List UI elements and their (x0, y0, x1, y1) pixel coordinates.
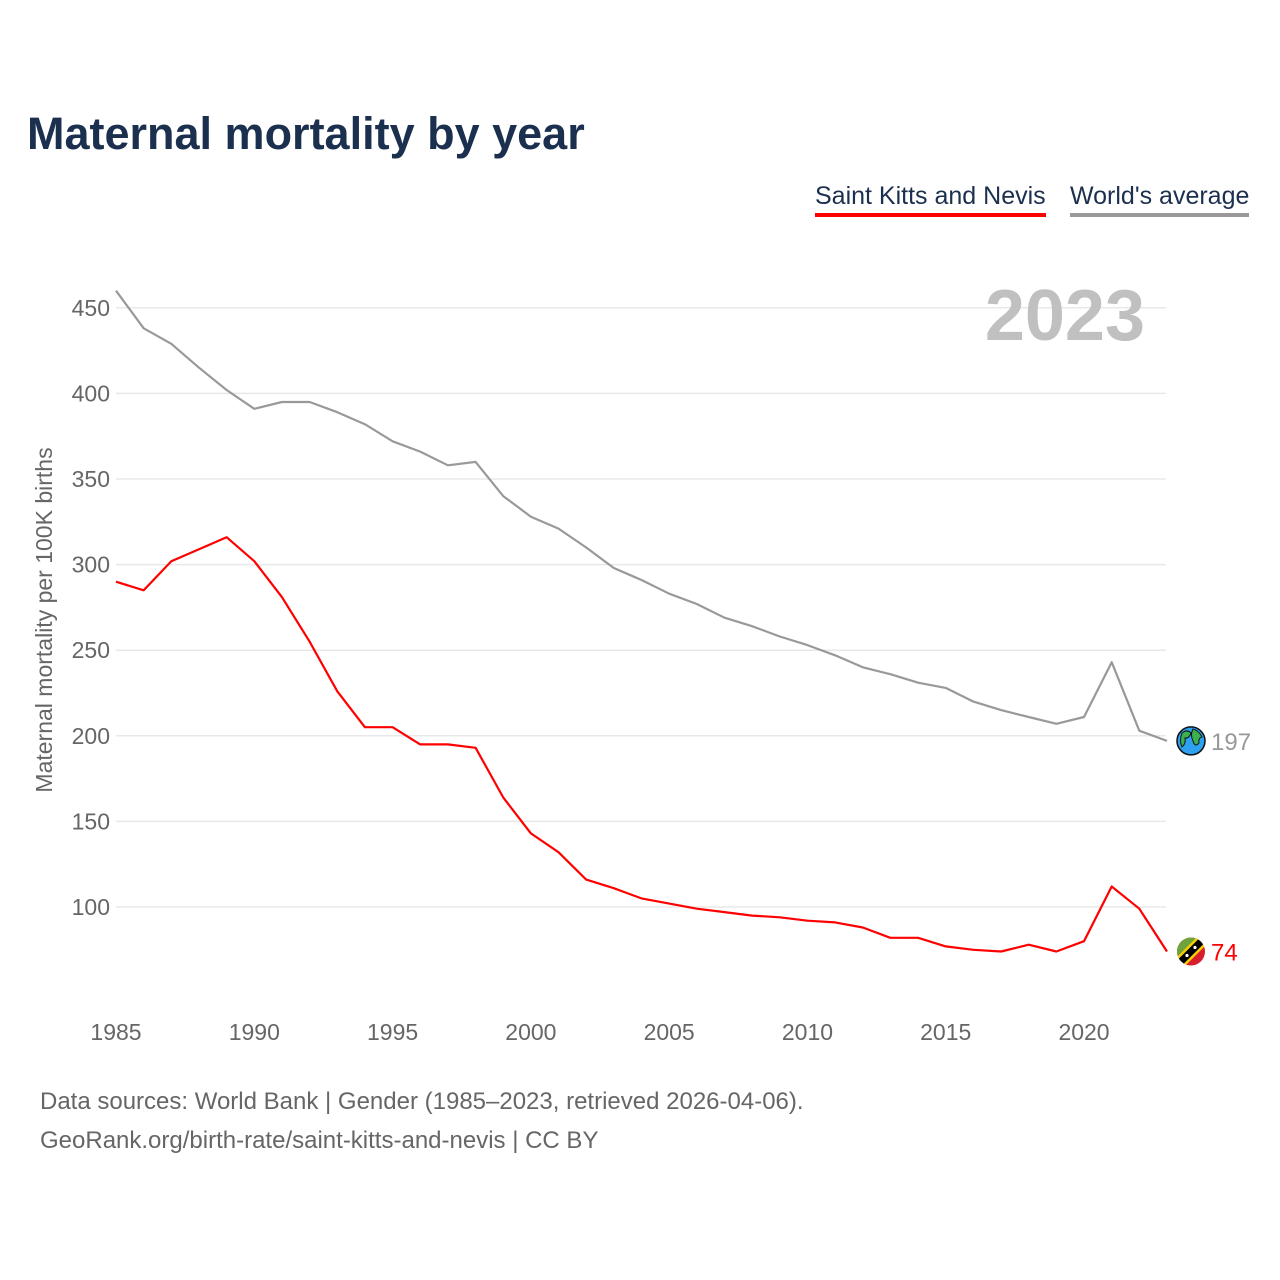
y-tick-label: 300 (72, 552, 110, 578)
y-tick-label: 100 (72, 894, 110, 920)
y-tick-label: 350 (72, 466, 110, 492)
y-tick-label: 250 (72, 637, 110, 663)
flag-body (1177, 937, 1205, 966)
y-tick-label: 400 (72, 380, 110, 406)
chart-title: Maternal mortality by year (27, 108, 585, 159)
year-label: 2023 (985, 276, 1145, 356)
x-tick-label: 2005 (644, 1019, 695, 1045)
series-line-saint-kitts (115, 536, 1168, 953)
x-tick-label: 1990 (229, 1019, 280, 1045)
x-tick-label: 1985 (90, 1019, 141, 1045)
y-axis-label: Maternal mortality per 100K births (31, 447, 57, 792)
y-tick-label: 450 (72, 295, 110, 321)
x-tick-label: 2015 (920, 1019, 971, 1045)
x-tick-label: 2000 (505, 1019, 556, 1045)
globe-land (1180, 728, 1203, 748)
legend-saint-kitts[interactable]: Saint Kitts and Nevis (815, 182, 1046, 217)
end-value-label: 197 (1211, 729, 1251, 756)
saint-kitts-flag-icon (1177, 937, 1205, 966)
x-tick-label: 1995 (367, 1019, 418, 1045)
footer-link[interactable]: GeoRank.org/birth-rate/saint-kitts-and-n… (40, 1127, 599, 1154)
flag-star (1185, 953, 1189, 958)
y-tick-label: 200 (72, 723, 110, 749)
footer-source: Data sources: World Bank | Gender (1985–… (40, 1088, 804, 1115)
x-tick-label: 2020 (1058, 1019, 1109, 1045)
y-tick-label: 150 (72, 808, 110, 834)
series-line-world (115, 290, 1168, 742)
end-value-label: 74 (1211, 940, 1238, 967)
flag-star (1193, 945, 1197, 950)
legend-world-average[interactable]: World's average (1070, 182, 1250, 217)
globe-icon (1176, 726, 1206, 756)
x-tick-label: 2010 (782, 1019, 833, 1045)
